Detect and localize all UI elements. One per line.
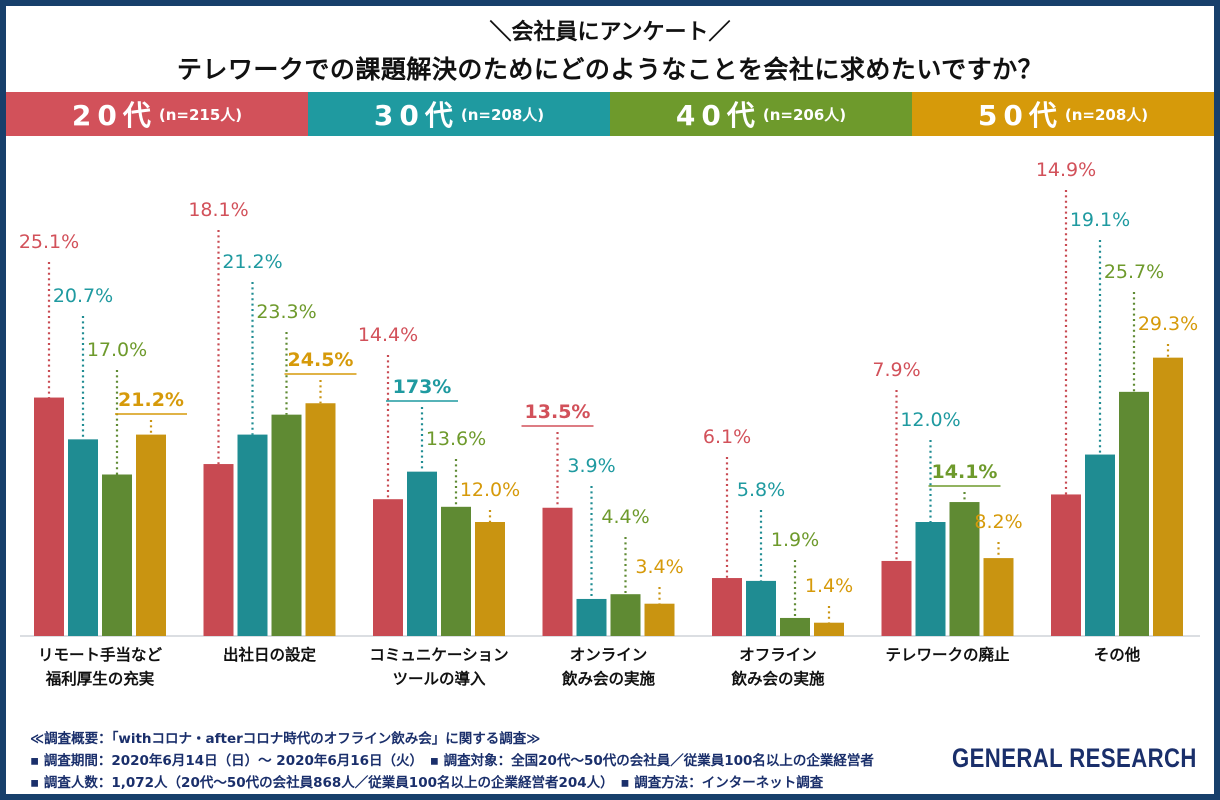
value-label: 14.9% bbox=[1036, 159, 1096, 181]
category-label: テレワークの廃止 bbox=[885, 645, 1010, 664]
legend: 20代 (n=215人) 30代 (n=208人) 40代 (n=206人) 5… bbox=[6, 92, 1214, 136]
bar-40代 bbox=[610, 594, 641, 636]
bar-50代 bbox=[305, 403, 336, 636]
bar-50代 bbox=[814, 622, 844, 636]
category-label: その他 bbox=[1094, 645, 1141, 664]
legend-sample-size: (n=215人) bbox=[158, 105, 243, 124]
value-label: 1.9% bbox=[771, 529, 819, 551]
category-label: 飲み会の実施 bbox=[561, 669, 656, 688]
bar-30代 bbox=[237, 434, 268, 636]
survey-subtitle: ＼会社員にアンケート／ bbox=[489, 20, 731, 45]
value-label: 25.1% bbox=[19, 231, 79, 253]
category-label: オフライン bbox=[739, 646, 817, 664]
value-label: 6.1% bbox=[703, 426, 751, 448]
value-label: 21.2% bbox=[222, 251, 282, 273]
legend-age-50: 50代 (n=208人) bbox=[912, 92, 1214, 136]
bar-50代 bbox=[475, 522, 505, 636]
bar-40代 bbox=[1119, 391, 1149, 636]
value-label: 12.0% bbox=[900, 409, 960, 431]
value-label: 3.4% bbox=[635, 556, 683, 578]
value-label: 23.3% bbox=[256, 301, 316, 323]
legend-age-20: 20代 (n=215人) bbox=[6, 92, 308, 136]
value-label: 12.0% bbox=[460, 479, 520, 501]
logo-text: GENERAL RESEARCH bbox=[952, 742, 1197, 773]
bar-20代 bbox=[203, 464, 234, 636]
survey-count-method: ▪ 調査人数：1,072人（20代～50代の会社員868人／従業員100名以上の… bbox=[30, 775, 824, 791]
bar-50代 bbox=[983, 558, 1014, 636]
bar-20代 bbox=[1051, 494, 1081, 636]
bar-20代 bbox=[881, 560, 912, 636]
bar-50代 bbox=[1153, 357, 1183, 636]
bar-40代 bbox=[780, 617, 810, 636]
bar-50代 bbox=[136, 434, 166, 636]
bar-50代 bbox=[644, 603, 675, 636]
bar-20代 bbox=[712, 578, 742, 636]
bar-30代 bbox=[915, 522, 946, 636]
legend-age-label: 20代 bbox=[71, 99, 157, 132]
legend-age-label: 30代 bbox=[373, 99, 459, 132]
category-label: オンライン bbox=[570, 646, 648, 664]
value-label: 7.9% bbox=[872, 359, 920, 381]
legend-age-label: 40代 bbox=[675, 99, 761, 132]
value-label: 13.5% bbox=[525, 401, 591, 423]
bar-40代 bbox=[102, 474, 132, 636]
value-label: 14.4% bbox=[358, 324, 418, 346]
value-label: 21.2% bbox=[118, 389, 184, 411]
category-label: 飲み会の実施 bbox=[730, 669, 825, 688]
bar-40代 bbox=[949, 502, 980, 636]
value-label: 3.9% bbox=[567, 455, 615, 477]
category-label: コミュニケーション bbox=[369, 646, 508, 664]
bar-20代 bbox=[373, 499, 403, 636]
value-label: 1.4% bbox=[805, 575, 853, 597]
legend-age-40: 40代 (n=206人) bbox=[610, 92, 912, 136]
value-label: 8.2% bbox=[974, 511, 1022, 533]
bar-40代 bbox=[441, 506, 471, 636]
value-label: 14.1% bbox=[932, 461, 998, 483]
bar-30代 bbox=[68, 439, 98, 636]
bar-30代 bbox=[1085, 454, 1115, 636]
legend-age-label: 50代 bbox=[977, 99, 1063, 132]
survey-notes: ≪調査概要：「withコロナ・afterコロナ時代のオフライン飲み会」に関する調… bbox=[30, 728, 874, 794]
category-label: ツールの導入 bbox=[392, 669, 486, 688]
category-label: 出社日の設定 bbox=[223, 645, 317, 664]
bar-20代 bbox=[542, 507, 573, 636]
chart-panel: ＼会社員にアンケート／ テレワークでの課題解決のためにどのようなことを会社に求め… bbox=[6, 6, 1214, 794]
value-label: 4.4% bbox=[601, 506, 649, 528]
bar-30代 bbox=[576, 598, 607, 636]
value-label: 19.1% bbox=[1070, 209, 1130, 231]
value-label: 17.0% bbox=[87, 339, 147, 361]
category-label: リモート手当など bbox=[38, 645, 163, 664]
value-label: 5.8% bbox=[737, 479, 785, 501]
bar-30代 bbox=[407, 471, 437, 636]
value-label: 24.5% bbox=[288, 349, 354, 371]
legend-age-30: 30代 (n=208人) bbox=[308, 92, 610, 136]
chart-title: テレワークでの課題解決のためにどのようなことを会社に求めたいですか？ bbox=[176, 55, 1044, 84]
value-label: 173% bbox=[393, 376, 452, 398]
bar-40代 bbox=[271, 414, 302, 636]
value-label: 20.7% bbox=[53, 285, 113, 307]
legend-sample-size: (n=208人) bbox=[1064, 105, 1149, 124]
value-label: 25.7% bbox=[1104, 261, 1164, 283]
survey-overview: ≪調査概要：「withコロナ・afterコロナ時代のオフライン飲み会」に関する調… bbox=[30, 731, 541, 747]
category-label: 福利厚生の充実 bbox=[45, 669, 155, 688]
value-label: 29.3% bbox=[1138, 313, 1198, 335]
survey-period-target: ▪ 調査期間：2020年6月14日（日）～ 2020年6月16日（火） ▪ 調査… bbox=[30, 753, 874, 769]
value-label: 18.1% bbox=[188, 199, 248, 221]
value-label: 13.6% bbox=[426, 428, 486, 450]
bar-20代 bbox=[34, 397, 64, 636]
legend-sample-size: (n=206人) bbox=[762, 105, 847, 124]
bar-30代 bbox=[746, 580, 776, 636]
company-logo: GENERAL RESEARCH bbox=[942, 728, 1204, 788]
legend-sample-size: (n=208人) bbox=[460, 105, 545, 124]
